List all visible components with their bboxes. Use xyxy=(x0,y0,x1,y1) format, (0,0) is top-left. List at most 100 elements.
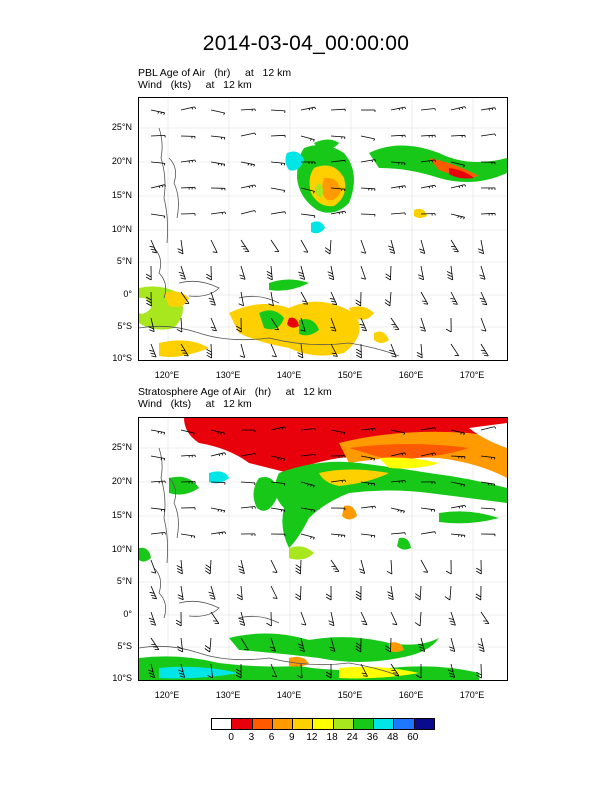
wind-barb-feather xyxy=(448,672,454,675)
wind-barb-feather xyxy=(457,215,460,219)
wind-barb xyxy=(450,134,466,137)
colorbar-label: 12 xyxy=(306,732,318,743)
wind-barb-feather xyxy=(476,671,482,676)
wind-barb-feather xyxy=(475,596,482,601)
wind-barb-feather xyxy=(210,597,216,600)
wind-barbs xyxy=(148,426,497,679)
lat-label: 20°N xyxy=(111,156,132,166)
wind-barb-feather xyxy=(450,623,456,626)
wind-barb-feather xyxy=(209,594,215,597)
lat-label: 5°S xyxy=(117,641,132,651)
wind-barb-feather xyxy=(179,675,185,678)
wind-barb-feather xyxy=(149,329,155,332)
wind-barb-feather xyxy=(391,355,397,358)
wind-barb xyxy=(330,479,345,483)
panel1-subtitle: Wind (kts) at 12 km xyxy=(138,79,252,91)
wind-barb-feather xyxy=(163,112,166,115)
wind-barb-feather xyxy=(157,431,160,434)
wind-barb-feather xyxy=(298,646,304,650)
wind-barb xyxy=(270,343,277,358)
wind-barb-feather xyxy=(371,428,373,431)
wind-barb-feather xyxy=(390,352,396,355)
wind-barb-feather xyxy=(433,509,436,512)
wind-barb xyxy=(420,317,426,332)
wind-barb-feather xyxy=(360,251,366,254)
wind-barb-feather xyxy=(284,483,286,486)
wind-barb xyxy=(240,559,245,574)
wind-barb-feather xyxy=(386,570,393,575)
wind-barb-feather xyxy=(281,427,284,430)
wind-barb-feather xyxy=(177,571,183,575)
wind-barb-feather xyxy=(151,571,156,574)
map-grid xyxy=(139,418,507,680)
wind-barb-feather xyxy=(175,622,182,627)
wind-barb xyxy=(270,559,278,573)
wind-barb-feather xyxy=(254,506,256,509)
wind-barb-feather xyxy=(161,185,164,188)
wind-barb-feather xyxy=(359,571,365,574)
wind-barb xyxy=(360,135,375,140)
wind-barb-feather xyxy=(206,354,212,359)
wind-barb-feather xyxy=(303,303,308,305)
wind-barb xyxy=(270,291,274,306)
wind-barb xyxy=(450,184,465,189)
wind-barb-feather xyxy=(148,326,154,330)
wind-barb-feather xyxy=(355,299,361,304)
wind-barb xyxy=(420,184,435,189)
wind-barb xyxy=(150,585,157,599)
wind-barb-feather xyxy=(356,354,362,359)
wind-barb xyxy=(300,213,315,217)
wind-barb-feather xyxy=(295,570,301,575)
wind-barb-feather xyxy=(476,570,482,575)
wind-barb xyxy=(270,187,285,191)
colorbar-label: 18 xyxy=(326,732,338,743)
wind-barb-feather xyxy=(237,565,244,569)
wind-barb-feather xyxy=(236,328,242,333)
wind-barb-feather xyxy=(419,248,425,251)
wind-barb-feather xyxy=(160,509,163,512)
wind-barb xyxy=(300,507,315,511)
wind-barb xyxy=(480,343,489,357)
wind-barb xyxy=(450,504,465,509)
lon-label: 150°E xyxy=(337,370,363,380)
wind-barb-feather xyxy=(463,432,465,436)
wind-barb-feather xyxy=(388,597,394,601)
wind-barb xyxy=(270,109,286,112)
wind-barb-feather xyxy=(177,646,183,650)
wind-barb-feather xyxy=(494,107,496,110)
wind-barb-feather xyxy=(204,648,211,653)
colorbar-label: 6 xyxy=(268,732,275,743)
wind-barb-feather xyxy=(325,596,332,601)
wind-barb xyxy=(360,611,368,625)
wind-barb-feather xyxy=(238,617,244,621)
wind-barb xyxy=(420,291,429,305)
wind-barb-feather xyxy=(340,431,343,435)
wind-barb-feather xyxy=(148,672,154,675)
wind-barb-feather xyxy=(448,617,454,620)
wind-barb-feather xyxy=(254,453,257,456)
wind-barb xyxy=(150,507,165,511)
wind-barb xyxy=(210,481,226,483)
wind-barb xyxy=(210,317,217,332)
wind-barb-feather xyxy=(434,159,436,163)
wind-barb-feather xyxy=(297,675,303,679)
wind-barb-feather xyxy=(344,479,346,483)
wind-barb xyxy=(480,481,495,485)
wind-barb-feather xyxy=(373,138,376,142)
wind-barb-feather xyxy=(163,509,166,512)
wind-barb xyxy=(240,239,250,252)
lat-label: 10°S xyxy=(112,673,132,683)
wind-barb-feather xyxy=(479,649,485,652)
wind-barb-feather xyxy=(362,329,367,332)
wind-barb-feather xyxy=(374,428,376,431)
wind-barb xyxy=(450,265,454,280)
wind-barb-feather xyxy=(387,591,393,595)
colorbar-label: 9 xyxy=(288,732,295,743)
wind-barb xyxy=(150,480,166,483)
wind-barb-feather xyxy=(303,251,308,253)
wind-barb-feather xyxy=(269,646,275,649)
wind-barb-feather xyxy=(329,298,335,300)
wind-barb-feather xyxy=(460,432,463,435)
wind-barb-feather xyxy=(418,646,425,649)
wind-barb-feather xyxy=(149,675,155,678)
